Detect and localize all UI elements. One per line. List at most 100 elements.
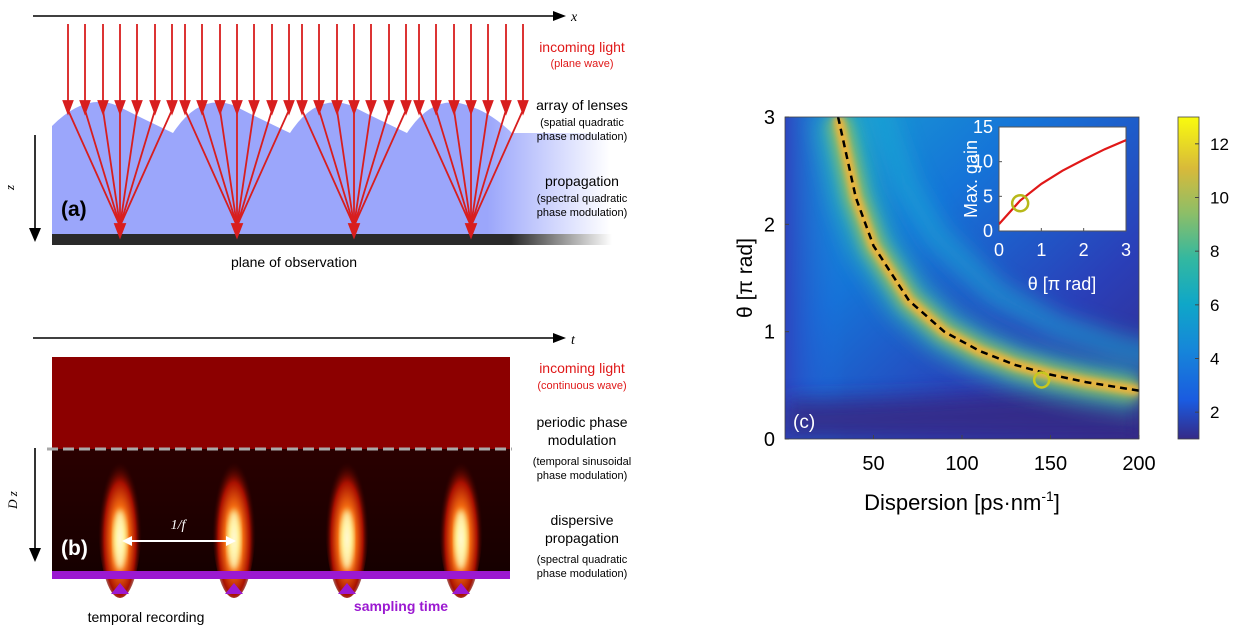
- incoming-light-title: incoming light: [539, 39, 625, 55]
- lenses-subtitle-1: (spatial quadratic: [540, 117, 624, 129]
- ray-arrowhead-icon: [62, 100, 74, 116]
- period-arrow-right-icon: [226, 536, 236, 546]
- refracted-ray-19: [353, 109, 390, 227]
- plane-of-observation-label: plane of observation: [231, 254, 357, 270]
- panel-a-annotations: incoming light (plane wave) array of len…: [231, 39, 628, 270]
- ray-arrowhead-icon: [413, 100, 425, 116]
- colorbar-tick-label: 10: [1210, 189, 1229, 208]
- refracted-ray-18: [353, 109, 372, 227]
- refracted-ray-16: [336, 109, 355, 227]
- ray-arrowhead-icon: [131, 100, 143, 116]
- dispersive-subtitle-1: (spectral quadratic: [537, 554, 628, 566]
- colorbar: [1177, 116, 1200, 440]
- refracted-ray-22: [435, 109, 472, 227]
- ray-arrowhead-icon: [231, 100, 243, 116]
- ray-arrowhead-icon: [214, 100, 226, 116]
- x-tick-label: 100: [945, 453, 978, 475]
- period-label: 1/f: [171, 518, 188, 533]
- x-axis-title: Dispersion [ps·nm-1]: [864, 488, 1060, 515]
- panel-b: t D z 1/f (b) incoming light (continuous…: [5, 333, 631, 625]
- ray-arrowhead-icon: [283, 100, 295, 116]
- sampling-time-label: sampling time: [354, 598, 448, 614]
- axis-x-label: x: [570, 10, 578, 25]
- refracted-ray-0: [67, 109, 121, 227]
- propagation-subtitle-1: (spectral quadratic: [537, 193, 628, 205]
- cw-subtitle: (continuous wave): [537, 380, 626, 392]
- period-arrow-left-icon: [122, 536, 132, 546]
- modulation-title-2: modulation: [548, 432, 617, 448]
- ray-arrowhead-icon: [331, 100, 343, 116]
- sampling-marker-icon: [225, 583, 243, 594]
- ray-arrowhead-icon: [517, 100, 529, 116]
- axis-dz-label: D z: [5, 491, 20, 510]
- inset-marker: [1010, 194, 1030, 213]
- ray-arrowhead-icon: [400, 100, 412, 116]
- sampling-marker-icon: [338, 583, 356, 594]
- refracted-ray-2: [102, 109, 121, 227]
- y-tick-label: 2: [764, 214, 775, 236]
- sampling-marker-icon: [111, 583, 129, 594]
- modulation-subtitle-2: phase modulation): [537, 470, 628, 482]
- z-axis-arrowhead-icon: [29, 228, 41, 242]
- axis-t-label: t: [571, 333, 576, 348]
- panel-b-label: (b): [61, 537, 88, 560]
- x-tick-label: 50: [862, 453, 884, 475]
- lenses-subtitle-2: phase modulation): [537, 131, 628, 143]
- temporal-recording-label: temporal recording: [88, 609, 205, 625]
- dispersive-title-1: dispersive: [550, 512, 613, 528]
- inset-y-tick-label: 10: [973, 152, 993, 172]
- lenses-title: array of lenses: [536, 97, 628, 113]
- refracted-ray-15: [318, 109, 355, 227]
- ray-arrowhead-icon: [430, 100, 442, 116]
- ray-arrowhead-icon: [296, 100, 308, 116]
- refracted-ray-8: [201, 109, 238, 227]
- ray-arrowhead-icon: [248, 100, 260, 116]
- modulation-title-1: periodic phase: [536, 414, 627, 430]
- refracted-ray-7: [184, 109, 238, 227]
- cw-title: incoming light: [539, 360, 625, 376]
- inset-x-tick-label: 1: [1036, 240, 1046, 260]
- focused-pulses: [98, 442, 483, 598]
- pulse-core-0: [114, 510, 126, 570]
- colorbar-tick-label: 4: [1210, 350, 1219, 369]
- ray-arrowhead-icon: [465, 100, 477, 116]
- ray-arrowhead-icon: [313, 100, 325, 116]
- ridge-curve: [836, 117, 1139, 392]
- pulse-core-3: [455, 510, 467, 570]
- ray-arrowhead-icon: [179, 100, 191, 116]
- ray-arrowhead-icon: [166, 100, 178, 116]
- refracted-ray-1: [84, 109, 121, 227]
- x-tick-label: 150: [1034, 453, 1067, 475]
- focus-arrowhead-icon: [113, 223, 127, 240]
- panel-a: x z (a) incoming light (plane wave) arra…: [2, 10, 628, 270]
- propagation-subtitle-2: phase modulation): [537, 207, 628, 219]
- dispersive-title-2: propagation: [545, 530, 619, 546]
- refracted-ray-14: [301, 109, 355, 227]
- panel-a-label: (a): [61, 198, 87, 221]
- inset-x-title: θ [π rad]: [1028, 274, 1096, 294]
- heatmap: [785, 117, 1139, 439]
- incoming-rays: [62, 24, 529, 240]
- refracted-ray-27: [470, 109, 524, 227]
- propagation-title: propagation: [545, 173, 619, 189]
- colorbar-tick-label: 2: [1210, 403, 1219, 422]
- focus-arrowhead-icon: [347, 223, 361, 240]
- sampling-bar: [52, 571, 510, 579]
- axis-z-label: z: [2, 185, 17, 191]
- refracted-ray-4: [119, 109, 138, 227]
- y-tick-label: 3: [764, 107, 775, 129]
- colorbar-tick-label: 6: [1210, 296, 1219, 315]
- refracted-ray-21: [418, 109, 472, 227]
- plane-of-observation-bar: [52, 234, 612, 245]
- ray-arrowhead-icon: [114, 100, 126, 116]
- ray-arrowhead-icon: [266, 100, 278, 116]
- ray-arrowhead-icon: [500, 100, 512, 116]
- inset-y-tick-label: 5: [983, 186, 993, 206]
- ray-arrowhead-icon: [196, 100, 208, 116]
- dz-axis-arrowhead-icon: [29, 548, 41, 562]
- refracted-ray-11: [236, 109, 255, 227]
- ray-arrowhead-icon: [448, 100, 460, 116]
- x-tick-label: 200: [1122, 453, 1155, 475]
- ray-arrowhead-icon: [79, 100, 91, 116]
